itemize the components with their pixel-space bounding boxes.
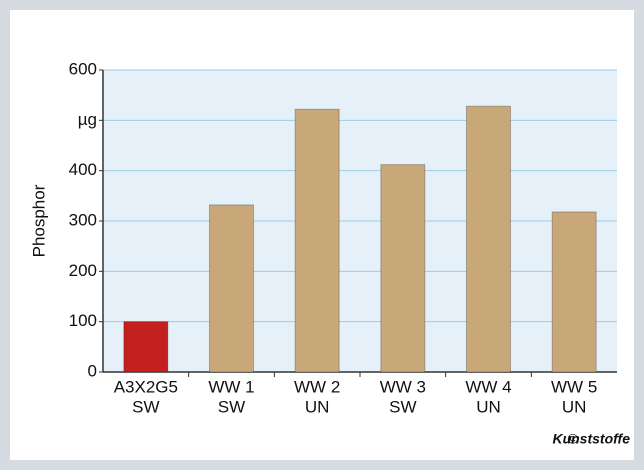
y-tick-label: 100	[69, 311, 97, 330]
x-tick-label: WW 2	[294, 377, 340, 396]
x-tick-label: UN	[476, 397, 501, 416]
x-tick-label: UN	[562, 397, 587, 416]
bar	[209, 204, 254, 373]
copyright: ©	[568, 431, 579, 447]
x-tick-label: SW	[132, 397, 159, 416]
x-tick-label: SW	[389, 397, 416, 416]
y-tick-label: µg	[78, 110, 97, 129]
bar	[294, 108, 340, 373]
y-tick-label: 200	[69, 261, 97, 280]
x-tick-label: SW	[218, 397, 245, 416]
y-axis-label: Phosphor	[29, 184, 48, 257]
y-tick-label: 300	[69, 210, 97, 229]
source: Kunststoffe	[552, 431, 630, 447]
bar	[466, 105, 511, 373]
x-tick-label: WW 1	[208, 377, 254, 396]
x-tick-label: UN	[305, 397, 330, 416]
x-tick-label: A3X2G5	[114, 377, 178, 396]
x-tick-label: WW 3	[380, 377, 426, 396]
x-tick-label: WW 4	[465, 377, 511, 396]
bar	[380, 164, 426, 373]
y-tick-label: 600	[69, 59, 97, 78]
bar	[123, 321, 169, 373]
x-tick-label: WW 5	[551, 377, 597, 396]
y-tick-label: 400	[69, 160, 97, 179]
y-tick-label: 0	[88, 361, 97, 380]
bar	[551, 211, 597, 373]
